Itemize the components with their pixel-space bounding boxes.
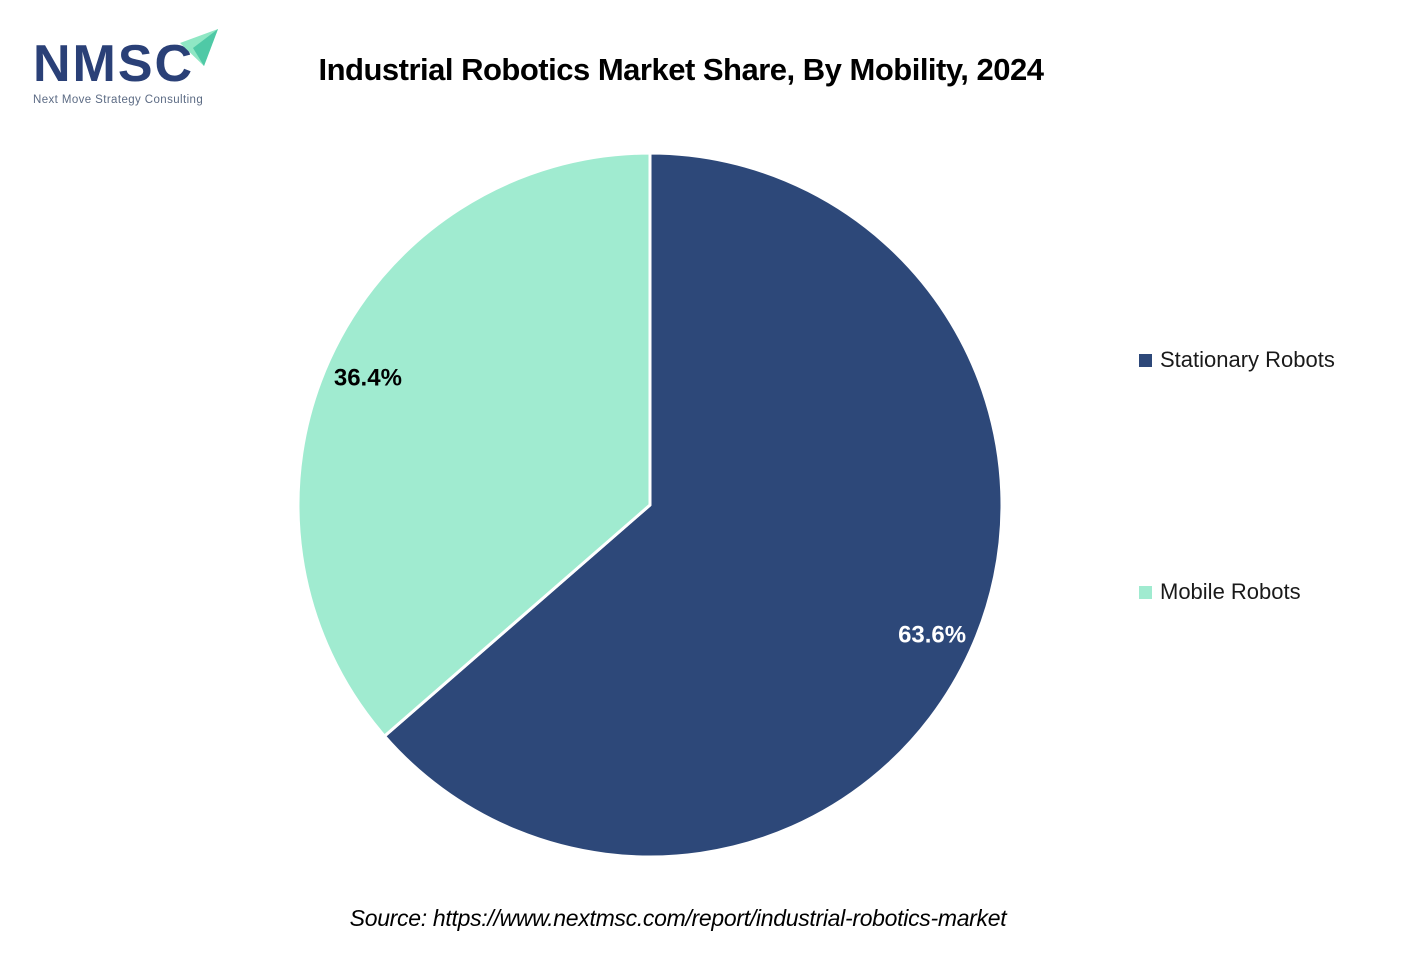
legend-swatch-stationary-robots xyxy=(1139,353,1152,367)
nmsc-logo: NMSC Next Move Strategy Consulting xyxy=(33,28,233,106)
pie-slice-stationary-robots xyxy=(383,151,1004,859)
legend-label-stationary-robots: Stationary Robots xyxy=(1160,347,1335,372)
pie-chart-area: 63.6% 36.4% xyxy=(270,125,1030,885)
pie-slice-mobile-robots xyxy=(296,151,652,738)
logo-arrow-icon xyxy=(180,29,218,66)
source-text: Source: https://www.nextmsc.com/report/i… xyxy=(349,905,1007,931)
legend-item-stationary-robots: Stationary Robots xyxy=(1139,347,1335,373)
legend-label-mobile-robots: Mobile Robots xyxy=(1160,579,1301,604)
logo-arrow-fold xyxy=(193,29,218,66)
pie-slice-value-label-mobile-robots: 36.4% xyxy=(334,365,402,392)
logo-tagline: Next Move Strategy Consulting xyxy=(33,94,204,106)
pie-chart: 63.6% 36.4% xyxy=(296,151,1004,859)
pie-slice-value-label-stationary-robots: 63.6% xyxy=(898,622,966,649)
legend-swatch-mobile-robots xyxy=(1139,585,1152,599)
logo-mark: NMSC xyxy=(33,28,233,90)
logo-text: NMSC xyxy=(33,35,195,93)
legend-item-mobile-robots: Mobile Robots xyxy=(1139,579,1301,605)
chart-title: Industrial Robotics Market Share, By Mob… xyxy=(318,52,1044,87)
